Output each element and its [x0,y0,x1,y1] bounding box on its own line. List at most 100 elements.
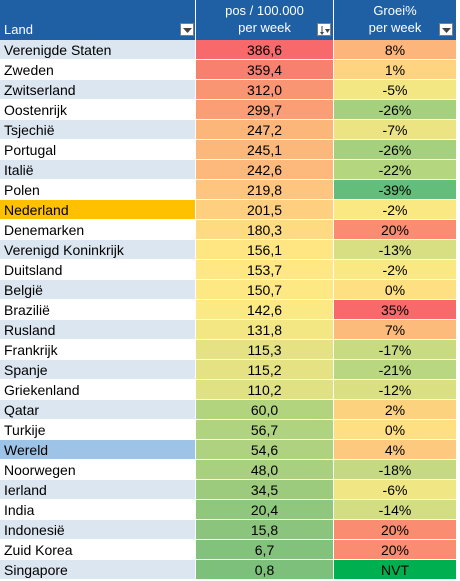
cell-pos-per-100k[interactable]: 20,4 [196,500,334,520]
cell-land[interactable]: Spanje [0,360,196,380]
cell-growth-percent[interactable]: -22% [334,160,456,180]
cell-pos-per-100k[interactable]: 150,7 [196,280,334,300]
cell-land[interactable]: Turkije [0,420,196,440]
header-groei[interactable]: Groei% per week [334,0,456,40]
land-filter-button[interactable] [180,23,194,36]
cell-pos-per-100k[interactable]: 201,5 [196,200,334,220]
cell-land[interactable]: India [0,500,196,520]
cell-growth-percent[interactable]: 8% [334,40,456,60]
cell-pos-per-100k[interactable]: 6,7 [196,540,334,560]
table-row: Noorwegen 48,0 -18% [0,460,460,480]
cell-growth-percent[interactable]: 0% [334,280,456,300]
cell-pos-per-100k[interactable]: 359,4 [196,60,334,80]
header-pos[interactable]: pos / 100.000 per week [196,0,334,40]
cell-pos-per-100k[interactable]: 15,8 [196,520,334,540]
cell-pos-per-100k[interactable]: 142,6 [196,300,334,320]
cell-land[interactable]: België [0,280,196,300]
cell-land[interactable]: Zweden [0,60,196,80]
cell-land[interactable]: Ierland [0,480,196,500]
cell-land[interactable]: Nederland [0,200,196,220]
cell-growth-percent[interactable]: -7% [334,120,456,140]
cell-land[interactable]: Griekenland [0,380,196,400]
cell-growth-percent[interactable]: -21% [334,360,456,380]
cell-growth-percent[interactable]: 20% [334,540,456,560]
cell-land[interactable]: Tsjechië [0,120,196,140]
cell-pos-per-100k[interactable]: 0,8 [196,560,334,580]
cell-land[interactable]: Wereld [0,440,196,460]
header-pos-line2: per week [238,20,291,35]
cell-growth-percent[interactable]: -12% [334,380,456,400]
cell-land[interactable]: Noorwegen [0,460,196,480]
cell-land[interactable]: Verenigd Koninkrijk [0,240,196,260]
cell-pos-per-100k[interactable]: 312,0 [196,80,334,100]
cell-growth-percent[interactable]: 7% [334,320,456,340]
cell-growth-percent[interactable]: 20% [334,520,456,540]
table-row: Nederland 201,5 -2% [0,200,460,220]
cell-growth-percent[interactable]: -26% [334,140,456,160]
cell-pos-per-100k[interactable]: 180,3 [196,220,334,240]
cell-pos-per-100k[interactable]: 56,7 [196,420,334,440]
cell-pos-per-100k[interactable]: 156,1 [196,240,334,260]
cell-growth-percent[interactable]: 2% [334,400,456,420]
cell-pos-per-100k[interactable]: 245,1 [196,140,334,160]
cell-land[interactable]: Brazilië [0,300,196,320]
cell-land[interactable]: Singapore [0,560,196,580]
cell-pos-per-100k[interactable]: 115,3 [196,340,334,360]
cell-pos-per-100k[interactable]: 247,2 [196,120,334,140]
table-row: Denemarken 180,3 20% [0,220,460,240]
cell-pos-per-100k[interactable]: 242,6 [196,160,334,180]
cell-growth-percent[interactable]: -2% [334,200,456,220]
cell-growth-percent[interactable]: -18% [334,460,456,480]
header-groei-line1: Groei% [373,3,417,18]
cell-pos-per-100k[interactable]: 48,0 [196,460,334,480]
cell-pos-per-100k[interactable]: 131,8 [196,320,334,340]
cell-land[interactable]: Italië [0,160,196,180]
cell-growth-percent[interactable]: 4% [334,440,456,460]
cell-growth-percent[interactable]: -39% [334,180,456,200]
cell-growth-percent[interactable]: -17% [334,340,456,360]
header-groei-line2: per week [368,20,422,35]
table-row: Oostenrijk 299,7 -26% [0,100,460,120]
cell-land[interactable]: Zuid Korea [0,540,196,560]
cell-pos-per-100k[interactable]: 110,2 [196,380,334,400]
cell-land[interactable]: Polen [0,180,196,200]
cell-growth-percent[interactable]: 0% [334,420,456,440]
cell-land[interactable]: Oostenrijk [0,100,196,120]
table-row: Frankrijk 115,3 -17% [0,340,460,360]
cell-land[interactable]: Portugal [0,140,196,160]
table-row: Portugal 245,1 -26% [0,140,460,160]
cell-pos-per-100k[interactable]: 34,5 [196,480,334,500]
cell-growth-percent[interactable]: -2% [334,260,456,280]
cell-pos-per-100k[interactable]: 54,6 [196,440,334,460]
cell-pos-per-100k[interactable]: 60,0 [196,400,334,420]
cell-growth-percent[interactable]: -5% [334,80,456,100]
cell-land[interactable]: Denemarken [0,220,196,240]
cell-growth-percent[interactable]: 35% [334,300,456,320]
cell-pos-per-100k[interactable]: 386,6 [196,40,334,60]
cell-pos-per-100k[interactable]: 153,7 [196,260,334,280]
cell-land[interactable]: Duitsland [0,260,196,280]
cell-pos-per-100k[interactable]: 219,8 [196,180,334,200]
cell-growth-percent[interactable]: -14% [334,500,456,520]
cell-land[interactable]: Verenigde Staten [0,40,196,60]
cell-land[interactable]: Rusland [0,320,196,340]
cell-growth-percent[interactable]: -6% [334,480,456,500]
cell-growth-percent[interactable]: 1% [334,60,456,80]
cell-growth-percent[interactable]: -13% [334,240,456,260]
table-row: Zwitserland 312,0 -5% [0,80,460,100]
cell-growth-percent[interactable]: -26% [334,100,456,120]
cell-growth-percent[interactable]: NVT [334,560,456,580]
cell-growth-percent[interactable]: 20% [334,220,456,240]
table-row: Zuid Korea 6,7 20% [0,540,460,560]
pos-sort-filter-button[interactable] [317,23,331,36]
cell-pos-per-100k[interactable]: 299,7 [196,100,334,120]
cell-land[interactable]: Qatar [0,400,196,420]
header-land[interactable]: Land [0,0,196,40]
groei-filter-button[interactable] [439,23,453,36]
cell-land[interactable]: Frankrijk [0,340,196,360]
cell-land[interactable]: Zwitserland [0,80,196,100]
cell-pos-per-100k[interactable]: 115,2 [196,360,334,380]
table-row: Turkije 56,7 0% [0,420,460,440]
cell-land[interactable]: Indonesië [0,520,196,540]
table-row: Polen 219,8 -39% [0,180,460,200]
